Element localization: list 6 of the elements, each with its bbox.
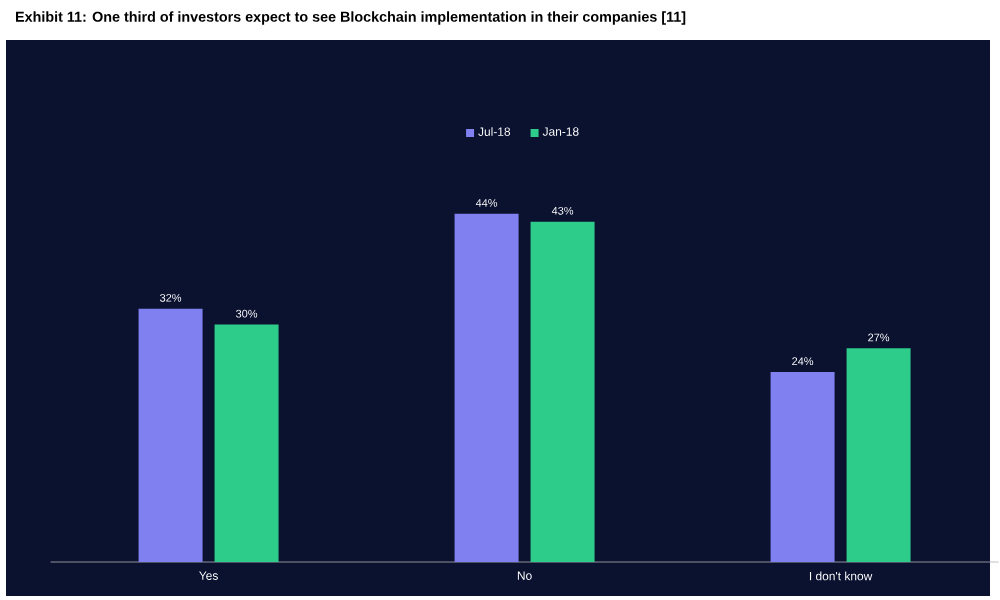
bar [770,372,835,563]
bar [530,221,595,563]
bar [214,324,279,563]
bar [454,213,519,563]
bar [138,308,203,563]
bar [846,348,911,563]
